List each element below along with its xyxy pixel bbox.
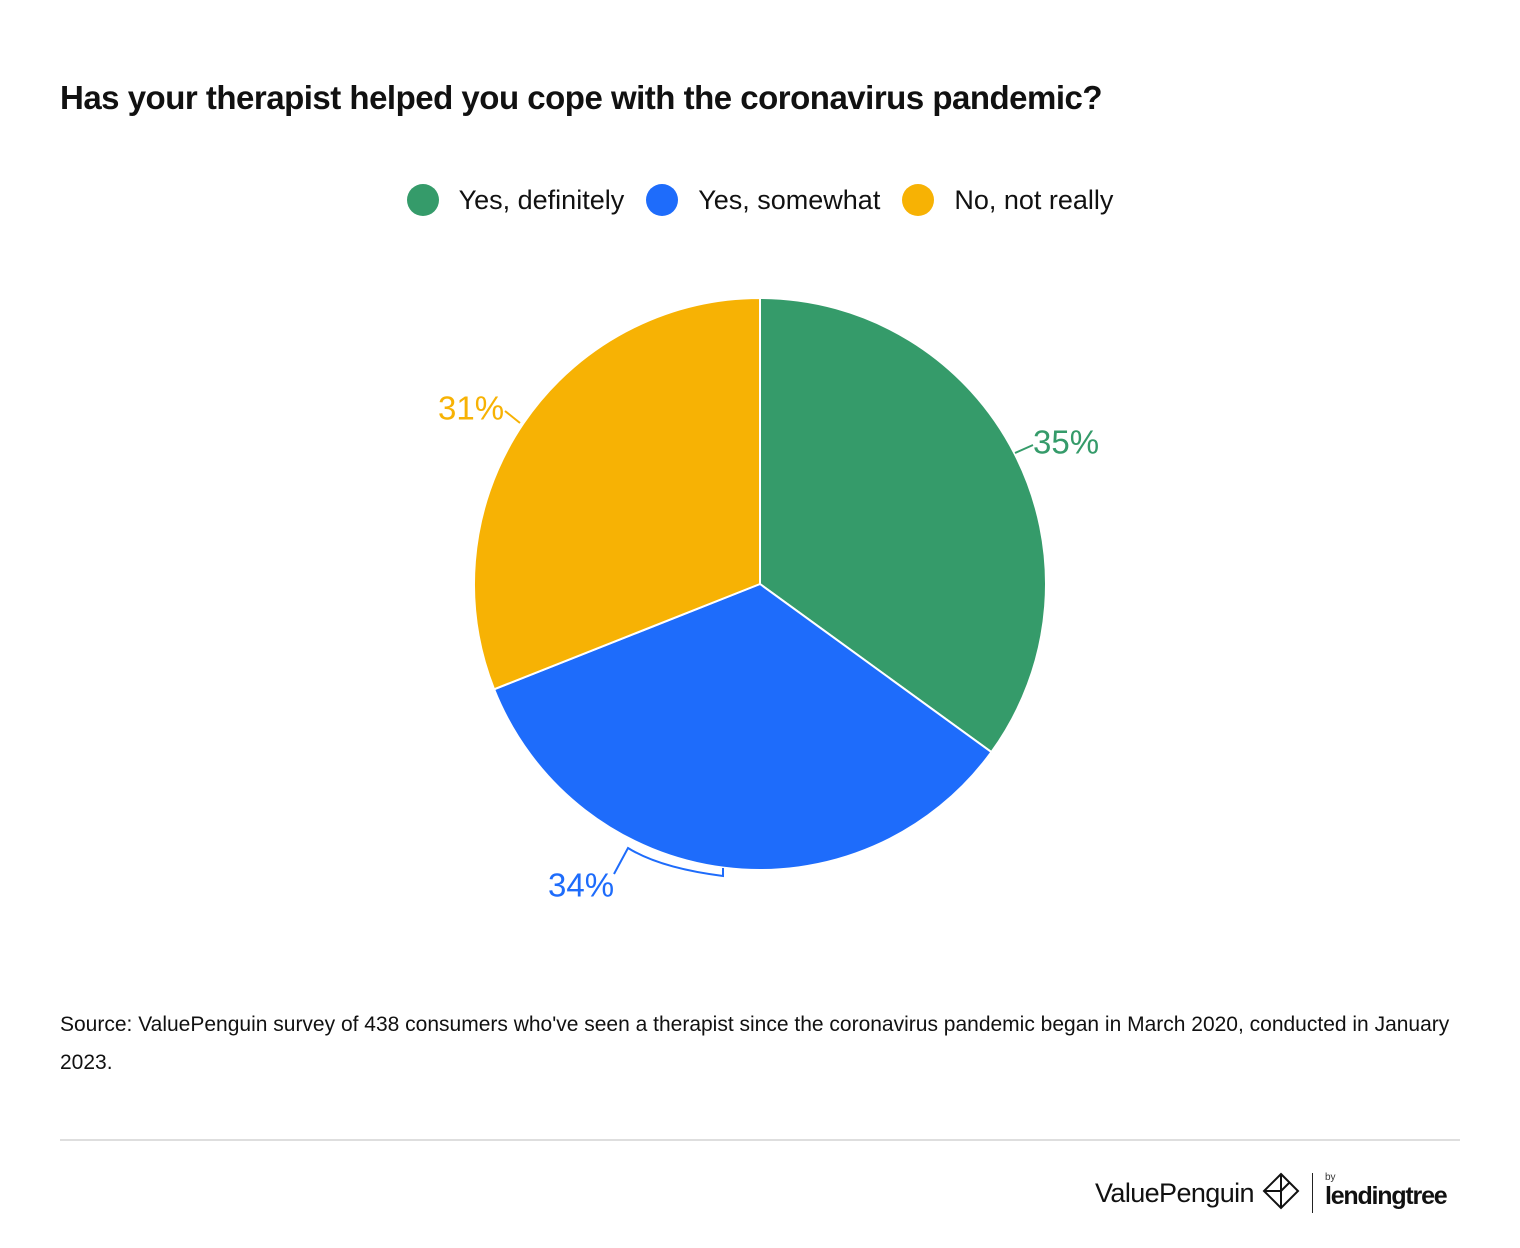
legend-swatch-yes-definitely	[406, 184, 439, 216]
chart-title: Has your therapist helped you cope with …	[60, 79, 1103, 116]
footer-divider	[60, 1139, 1460, 1141]
pie-slice-yes-definitely	[759, 296, 1047, 754]
pie-chart: 35% 34% 31%	[438, 296, 1099, 904]
brand-footer: ValuePenguin by lendingtree	[1095, 1168, 1465, 1218]
legend-item-yes-somewhat: Yes, somewhat	[646, 180, 880, 220]
legend-label-no-not-really: No, not really	[954, 185, 1114, 215]
pie-slice-no-not-really	[473, 296, 761, 691]
brand-separator	[1311, 1173, 1313, 1213]
data-label-no-not-really: 31%	[438, 390, 504, 427]
brand-partner: lendingtree	[1324, 1181, 1448, 1210]
valuepenguin-diamond-icon	[1262, 1172, 1300, 1215]
legend-swatch-no-not-really	[902, 184, 935, 216]
lendingtree-logo: by lendingtree	[1324, 1172, 1448, 1211]
pie-leader-lines	[504, 410, 1034, 878]
pie-data-labels: 35% 34% 31%	[438, 390, 1099, 904]
pie-slices	[473, 296, 1047, 871]
source-note: Source: ValuePenguin survey of 438 consu…	[60, 1013, 1450, 1074]
pie-slice-yes-somewhat	[492, 582, 993, 871]
brand-name: ValuePenguin	[1095, 1177, 1255, 1208]
legend-label-yes-somewhat: Yes, somewhat	[698, 185, 881, 215]
leader-line-no-not-really	[504, 410, 521, 424]
legend-item-no-not-really: No, not really	[902, 180, 1113, 220]
leader-line-yes-definitely	[1014, 444, 1034, 454]
data-label-yes-definitely: 35%	[1033, 424, 1099, 461]
leader-line-yes-somewhat	[613, 846, 724, 878]
legend-item-yes-definitely: Yes, definitely	[406, 180, 625, 220]
data-label-yes-somewhat: 34%	[548, 867, 614, 904]
brand-by: by	[1324, 1171, 1336, 1183]
legend-swatch-yes-somewhat	[646, 184, 679, 216]
legend-label-yes-definitely: Yes, definitely	[458, 185, 625, 215]
legend: Yes, definitely Yes, somewhat No, not re…	[0, 180, 1520, 220]
